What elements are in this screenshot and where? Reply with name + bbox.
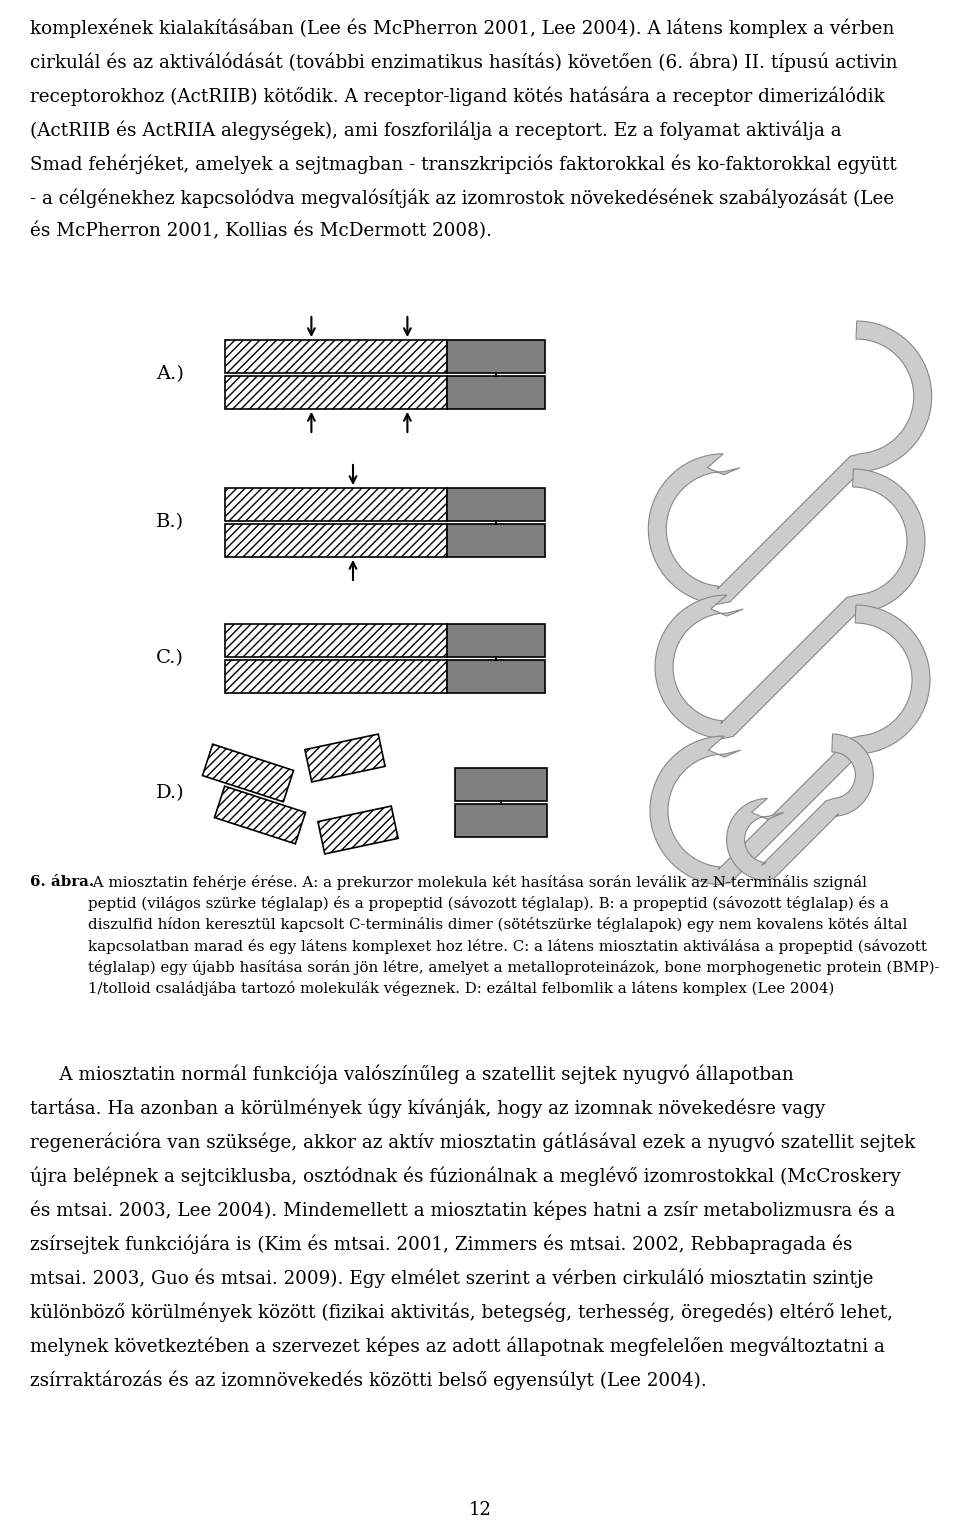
Text: 6. ábra.: 6. ábra. — [30, 875, 94, 888]
Bar — [447, 340, 545, 373]
Text: D.): D.) — [156, 784, 184, 802]
Text: receptorokhoz (ActRIIB) kötődik. A receptor-ligand kötés hatására a receptor dim: receptorokhoz (ActRIIB) kötődik. A recep… — [30, 86, 885, 106]
Bar — [305, 735, 385, 782]
Bar — [447, 377, 545, 409]
Text: különböző körülmények között (fizikai aktivitás, betegség, terhesség, öregedés) : különböző körülmények között (fizikai ak… — [30, 1303, 893, 1322]
Bar — [447, 624, 545, 656]
Text: és mtsai. 2003, Lee 2004). Mindemellett a miosztatin képes hatni a zsír metaboli: és mtsai. 2003, Lee 2004). Mindemellett … — [30, 1200, 896, 1220]
Polygon shape — [648, 321, 931, 604]
Bar — [455, 804, 547, 838]
Text: cirkulál és az aktiválódását (további enzimatikus hasítás) követően (6. ábra) II: cirkulál és az aktiválódását (további en… — [30, 52, 898, 72]
Bar — [455, 768, 547, 801]
Polygon shape — [727, 735, 874, 881]
Text: Smad fehérjéket, amelyek a sejtmagban - transzkripciós faktorokkal és ko-faktoro: Smad fehérjéket, amelyek a sejtmagban - … — [30, 154, 897, 174]
Text: B.): B.) — [156, 513, 184, 532]
Text: mtsai. 2003, Guo és mtsai. 2009). Egy elmélet szerint a vérben cirkuláló mioszta: mtsai. 2003, Guo és mtsai. 2009). Egy el… — [30, 1270, 874, 1288]
Text: zsírsejtek funkciójára is (Kim és mtsai. 2001, Zimmers és mtsai. 2002, Rebbaprag: zsírsejtek funkciójára is (Kim és mtsai.… — [30, 1236, 852, 1254]
Text: A miosztatin fehérje érése. A: a prekurzor molekula két hasítása során leválik a: A miosztatin fehérje érése. A: a prekurz… — [88, 875, 940, 996]
Bar — [447, 659, 545, 693]
Text: (ActRIIB és ActRIIA alegységek), ami foszforilálja a receptort. Ez a folyamat ak: (ActRIIB és ActRIIA alegységek), ami fos… — [30, 120, 842, 140]
Text: - a célgénekhez kapcsolódva megvalósítják az izomrostok növekedésének szabályozá: - a célgénekhez kapcsolódva megvalósítjá… — [30, 188, 895, 207]
Bar — [225, 624, 447, 656]
Bar — [447, 524, 545, 556]
Bar — [225, 340, 447, 373]
Text: C.): C.) — [156, 650, 184, 667]
Bar — [318, 805, 398, 855]
Bar — [225, 524, 447, 556]
Text: regenerációra van szüksége, akkor az aktív miosztatin gátlásával ezek a nyugvó s: regenerációra van szüksége, akkor az akt… — [30, 1133, 916, 1153]
Text: A miosztatin normál funkciója valószínűleg a szatellit sejtek nyugvó állapotban: A miosztatin normál funkciója valószínűl… — [30, 1065, 794, 1085]
Text: tartása. Ha azonban a körülmények úgy kívánják, hogy az izomnak növekedésre vagy: tartása. Ha azonban a körülmények úgy kí… — [30, 1099, 826, 1119]
Text: és McPherron 2001, Kollias és McDermott 2008).: és McPherron 2001, Kollias és McDermott … — [30, 221, 492, 240]
Bar — [203, 744, 294, 802]
Bar — [225, 377, 447, 409]
Text: komplexének kialakításában (Lee és McPherron 2001, Lee 2004). A látens komplex a: komplexének kialakításában (Lee és McPhe… — [30, 18, 895, 37]
Text: melynek következtében a szervezet képes az adott állapotnak megfelelően megválto: melynek következtében a szervezet képes … — [30, 1337, 885, 1357]
Text: zsírraktározás és az izomnövekedés közötti belső egyensúlyt (Lee 2004).: zsírraktározás és az izomnövekedés közöt… — [30, 1371, 707, 1391]
Text: újra belépnek a sejtciklusba, osztódnak és fúzionálnak a meglévő izomrostokkal (: újra belépnek a sejtciklusba, osztódnak … — [30, 1167, 900, 1187]
Bar — [214, 785, 305, 844]
Bar — [447, 489, 545, 521]
Bar — [225, 659, 447, 693]
Polygon shape — [655, 469, 924, 739]
Text: A.): A.) — [156, 366, 184, 384]
Text: 12: 12 — [468, 1502, 492, 1519]
Bar — [225, 489, 447, 521]
Polygon shape — [650, 606, 930, 885]
